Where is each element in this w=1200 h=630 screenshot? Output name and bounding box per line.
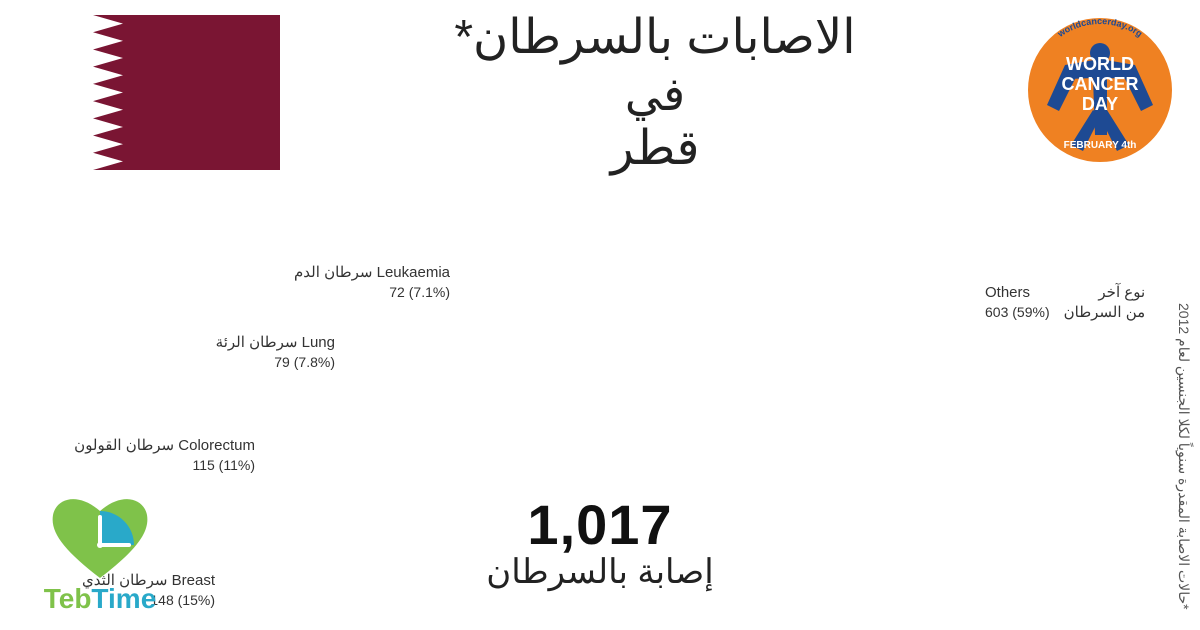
page-title: الاصابات بالسرطان* في قطر [300, 10, 1010, 178]
tebtime-text: TebTime [25, 583, 175, 615]
world-cancer-day-badge: worldcancerday.org WORLD CANCER DAY FEBR… [1025, 15, 1175, 165]
qatar-flag [15, 15, 280, 170]
wcd-text-2: CANCER [1061, 74, 1138, 94]
title-line-3: قطر [300, 121, 1010, 178]
tebtime-logo: TebTime [25, 493, 175, 615]
wcd-text-3: DAY [1082, 94, 1118, 114]
title-line-2: في [300, 67, 1010, 121]
title-line-1: الاصابات بالسرطان* [300, 10, 1010, 67]
wcd-date: FEBRUARY 4th [1064, 140, 1137, 151]
wcd-text-1: WORLD [1066, 54, 1134, 74]
flag-white-serration [15, 15, 123, 170]
label-colorectum: سرطان القولون Colorectum 115 (11%) [74, 436, 255, 475]
total-cases: 1,017 إصابة بالسرطان [450, 492, 750, 592]
footnote-vertical: *حالات الاصابة المقدرة سنوياً لكلا الجنس… [1174, 170, 1192, 610]
label-others: Others 603 (59%) نوع آخر من السرطان [985, 283, 1145, 322]
label-leukaemia: سرطان الدم Leukaemia 72 (7.1%) [294, 263, 450, 302]
total-label: إصابة بالسرطان [450, 552, 750, 592]
label-lung: سرطان الرئة Lung 79 (7.8%) [216, 333, 335, 372]
total-number: 1,017 [450, 492, 750, 557]
